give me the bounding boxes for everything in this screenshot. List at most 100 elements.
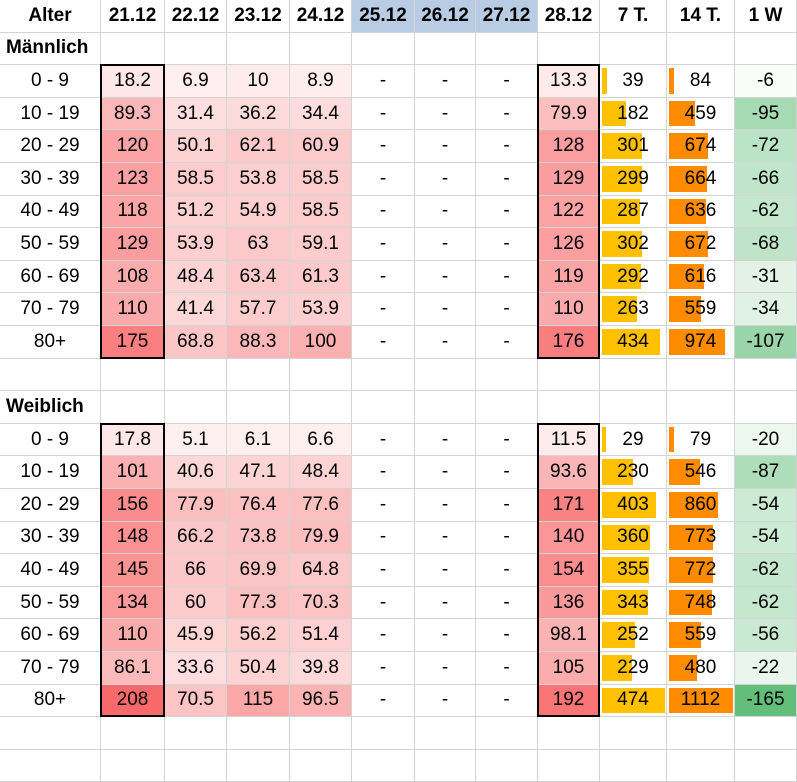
day-value-cell[interactable]: 101 xyxy=(101,456,165,489)
fourteen-day-cell[interactable]: 79 xyxy=(667,423,735,457)
day-value-cell[interactable]: 57.7 xyxy=(227,293,290,326)
day-value-cell[interactable]: 110 xyxy=(101,293,165,326)
day-value-cell[interactable]: 171 xyxy=(538,489,600,522)
day-value-cell[interactable]: - xyxy=(476,586,538,620)
seven-day-cell[interactable]: 434 xyxy=(600,326,667,359)
empty-cell[interactable] xyxy=(227,717,290,750)
empty-cell[interactable] xyxy=(538,391,600,424)
day-value-cell[interactable]: 56.2 xyxy=(227,619,290,652)
day-value-cell[interactable]: 8.9 xyxy=(290,65,352,98)
day-value-cell[interactable]: - xyxy=(352,326,415,359)
seven-day-cell[interactable]: 263 xyxy=(600,293,667,326)
week-change-cell[interactable]: -31 xyxy=(735,260,797,294)
empty-cell[interactable] xyxy=(165,358,227,392)
age-group-cell[interactable]: 0 - 9 xyxy=(0,423,101,457)
fourteen-day-cell[interactable]: 616 xyxy=(667,260,735,294)
header-cell-2[interactable]: 22.12 xyxy=(165,0,227,33)
age-group-cell[interactable]: 10 - 19 xyxy=(0,97,101,131)
day-value-cell[interactable]: 10 xyxy=(227,65,290,98)
day-value-cell[interactable]: 76.4 xyxy=(227,489,290,522)
day-value-cell[interactable]: - xyxy=(415,65,476,98)
day-value-cell[interactable]: - xyxy=(352,130,415,163)
day-value-cell[interactable]: 119 xyxy=(538,260,600,294)
empty-cell[interactable] xyxy=(290,32,352,66)
age-group-cell[interactable]: 30 - 39 xyxy=(0,163,101,196)
age-group-cell[interactable]: 80+ xyxy=(0,326,101,359)
day-value-cell[interactable]: - xyxy=(476,619,538,652)
seven-day-cell[interactable]: 39 xyxy=(600,65,667,98)
day-value-cell[interactable]: 47.1 xyxy=(227,456,290,489)
fourteen-day-cell[interactable]: 636 xyxy=(667,195,735,229)
empty-cell[interactable] xyxy=(600,32,667,66)
week-change-cell[interactable]: -72 xyxy=(735,130,797,163)
day-value-cell[interactable]: 64.8 xyxy=(290,554,352,587)
empty-cell[interactable] xyxy=(667,717,735,750)
week-change-cell[interactable]: -62 xyxy=(735,554,797,587)
seven-day-cell[interactable]: 302 xyxy=(600,228,667,261)
empty-cell[interactable] xyxy=(415,749,476,782)
day-value-cell[interactable]: 53.8 xyxy=(227,163,290,196)
day-value-cell[interactable]: 70.3 xyxy=(290,586,352,620)
seven-day-cell[interactable]: 230 xyxy=(600,456,667,489)
age-group-cell[interactable]: 70 - 79 xyxy=(0,652,101,685)
day-value-cell[interactable]: 66.2 xyxy=(165,521,227,555)
empty-cell[interactable] xyxy=(667,749,735,782)
empty-cell[interactable] xyxy=(0,358,101,392)
empty-cell[interactable] xyxy=(165,32,227,66)
day-value-cell[interactable]: 88.3 xyxy=(227,326,290,359)
day-value-cell[interactable]: - xyxy=(476,456,538,489)
empty-cell[interactable] xyxy=(476,32,538,66)
day-value-cell[interactable]: 86.1 xyxy=(101,652,165,685)
seven-day-cell[interactable]: 182 xyxy=(600,97,667,131)
age-group-cell[interactable]: 60 - 69 xyxy=(0,619,101,652)
day-value-cell[interactable]: 79.9 xyxy=(538,97,600,131)
week-change-cell[interactable]: -68 xyxy=(735,228,797,261)
day-value-cell[interactable]: 45.9 xyxy=(165,619,227,652)
day-value-cell[interactable]: 66 xyxy=(165,554,227,587)
day-value-cell[interactable]: 175 xyxy=(101,326,165,359)
day-value-cell[interactable]: 110 xyxy=(101,619,165,652)
empty-cell[interactable] xyxy=(600,391,667,424)
seven-day-cell[interactable]: 301 xyxy=(600,130,667,163)
day-value-cell[interactable]: 145 xyxy=(101,554,165,587)
day-value-cell[interactable]: 58.5 xyxy=(290,195,352,229)
empty-cell[interactable] xyxy=(290,358,352,392)
empty-cell[interactable] xyxy=(735,717,797,750)
day-value-cell[interactable]: - xyxy=(352,489,415,522)
day-value-cell[interactable]: 140 xyxy=(538,521,600,555)
day-value-cell[interactable]: - xyxy=(352,293,415,326)
week-change-cell[interactable]: -54 xyxy=(735,521,797,555)
day-value-cell[interactable]: 156 xyxy=(101,489,165,522)
day-value-cell[interactable]: - xyxy=(415,652,476,685)
fourteen-day-cell[interactable]: 480 xyxy=(667,652,735,685)
empty-cell[interactable] xyxy=(101,32,165,66)
empty-cell[interactable] xyxy=(476,358,538,392)
day-value-cell[interactable]: 118 xyxy=(101,195,165,229)
day-value-cell[interactable]: 123 xyxy=(101,163,165,196)
day-value-cell[interactable]: 192 xyxy=(538,684,600,718)
day-value-cell[interactable]: 58.5 xyxy=(165,163,227,196)
day-value-cell[interactable]: 176 xyxy=(538,326,600,359)
day-value-cell[interactable]: - xyxy=(476,554,538,587)
day-value-cell[interactable]: 53.9 xyxy=(290,293,352,326)
day-value-cell[interactable]: - xyxy=(476,326,538,359)
empty-cell[interactable] xyxy=(290,391,352,424)
day-value-cell[interactable]: - xyxy=(352,652,415,685)
age-group-cell[interactable]: 30 - 39 xyxy=(0,521,101,555)
age-group-cell[interactable]: 50 - 59 xyxy=(0,586,101,620)
empty-cell[interactable] xyxy=(735,749,797,782)
day-value-cell[interactable]: 63 xyxy=(227,228,290,261)
empty-cell[interactable] xyxy=(476,749,538,782)
day-value-cell[interactable]: 61.3 xyxy=(290,260,352,294)
day-value-cell[interactable]: 40.6 xyxy=(165,456,227,489)
day-value-cell[interactable]: - xyxy=(476,521,538,555)
fourteen-day-cell[interactable]: 974 xyxy=(667,326,735,359)
day-value-cell[interactable]: - xyxy=(415,619,476,652)
day-value-cell[interactable]: - xyxy=(476,97,538,131)
fourteen-day-cell[interactable]: 773 xyxy=(667,521,735,555)
day-value-cell[interactable]: - xyxy=(352,163,415,196)
fourteen-day-cell[interactable]: 559 xyxy=(667,619,735,652)
seven-day-cell[interactable]: 299 xyxy=(600,163,667,196)
age-group-cell[interactable]: 50 - 59 xyxy=(0,228,101,261)
fourteen-day-cell[interactable]: 664 xyxy=(667,163,735,196)
